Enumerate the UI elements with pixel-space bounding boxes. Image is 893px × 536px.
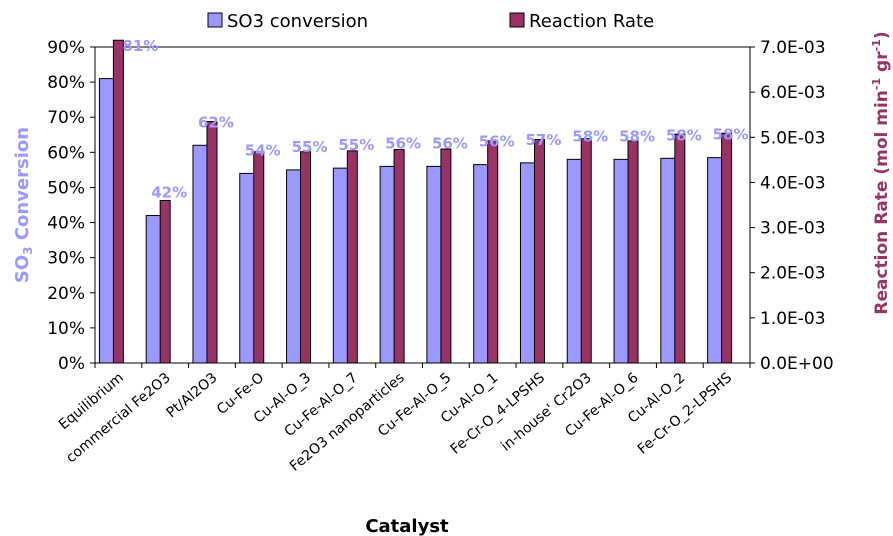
data-label-so3-conversion: 58%	[713, 126, 749, 144]
data-label-so3-conversion: 81%	[122, 37, 158, 55]
bar-reaction-rate	[580, 138, 592, 364]
left-tick-label: 90%	[47, 38, 85, 58]
left-tick-label: 50%	[47, 178, 85, 198]
right-tick-label: 3.0E-03	[760, 219, 826, 239]
left-tick-label: 30%	[47, 249, 85, 269]
right-tick-label: 5.0E-03	[760, 128, 826, 148]
right-axis-title: Reaction Rate (mol min-1 gr-1)	[870, 31, 892, 314]
bar-reaction-rate	[627, 140, 639, 364]
data-label-so3-conversion: 58%	[572, 127, 608, 145]
left-tick-label: 20%	[47, 284, 85, 304]
bar-reaction-rate	[159, 199, 171, 364]
data-label-so3-conversion: 62%	[198, 113, 234, 131]
left-axis-title: SO3 Conversion	[12, 127, 35, 283]
right-tick-label: 0.0E+00	[760, 354, 834, 374]
right-tick-label: 4.0E-03	[760, 173, 826, 193]
bar-reaction-rate	[300, 151, 312, 364]
bar-reaction-rate	[533, 139, 545, 364]
left-tick-label: 60%	[47, 143, 85, 163]
data-label-so3-conversion: 56%	[479, 133, 515, 151]
bar-reaction-rate	[393, 148, 405, 364]
legend-swatch-reaction-rate	[509, 12, 525, 28]
bar-reaction-rate	[206, 120, 218, 364]
legend: SO3 conversion Reaction Rate	[207, 11, 654, 32]
right-axis: 0.0E+00 1.0E-03 2.0E-03 3.0E-03 4.0E-03 5.0E-…	[750, 38, 834, 374]
data-labels: 81% 42% 62% 54% 55% 55% 56% 56% 56% 57% 58% 58% 58% 5…	[122, 37, 748, 201]
category-label: Pt/Al2O3	[164, 370, 221, 421]
bar-reaction-rate	[721, 132, 733, 364]
data-label-so3-conversion: 55%	[338, 136, 374, 154]
legend-label-so3-conversion: SO3 conversion	[227, 11, 368, 32]
data-label-so3-conversion: 58%	[619, 127, 655, 145]
bar-reaction-rate	[487, 140, 499, 364]
bar-reaction-rate	[346, 150, 358, 364]
left-tick-label: 10%	[47, 319, 85, 339]
legend-label-reaction-rate: Reaction Rate	[529, 11, 654, 32]
x-axis-title: Catalyst	[365, 516, 449, 536]
data-label-so3-conversion: 57%	[526, 131, 562, 149]
data-label-so3-conversion: 42%	[151, 184, 187, 202]
data-label-so3-conversion: 56%	[385, 134, 421, 152]
bar-reaction-rate	[674, 133, 686, 364]
bar-reaction-rate	[112, 39, 124, 364]
left-tick-label: 70%	[47, 108, 85, 128]
data-label-so3-conversion: 58%	[666, 126, 702, 144]
right-tick-label: 1.0E-03	[760, 309, 826, 329]
bar-reaction-rate	[440, 148, 452, 364]
bar-reaction-rate	[253, 151, 265, 364]
data-label-so3-conversion: 54%	[245, 141, 281, 159]
legend-swatch-so3-conversion	[207, 12, 223, 28]
left-tick-label: 40%	[47, 214, 85, 234]
bars	[98, 39, 733, 364]
left-tick-label: 80%	[47, 73, 85, 93]
legend-item-so3-conversion: SO3 conversion	[207, 11, 368, 32]
data-label-so3-conversion: 56%	[432, 134, 468, 152]
legend-item-reaction-rate: Reaction Rate	[509, 11, 654, 32]
left-axis: 0% 10% 20% 30% 40% 50% 60% 70% 80% 90%	[47, 38, 95, 374]
data-label-so3-conversion: 55%	[292, 138, 328, 156]
right-tick-label: 7.0E-03	[760, 38, 826, 58]
left-tick-label: 0%	[58, 354, 85, 374]
right-tick-label: 6.0E-03	[760, 83, 826, 103]
right-tick-label: 2.0E-03	[760, 264, 826, 284]
